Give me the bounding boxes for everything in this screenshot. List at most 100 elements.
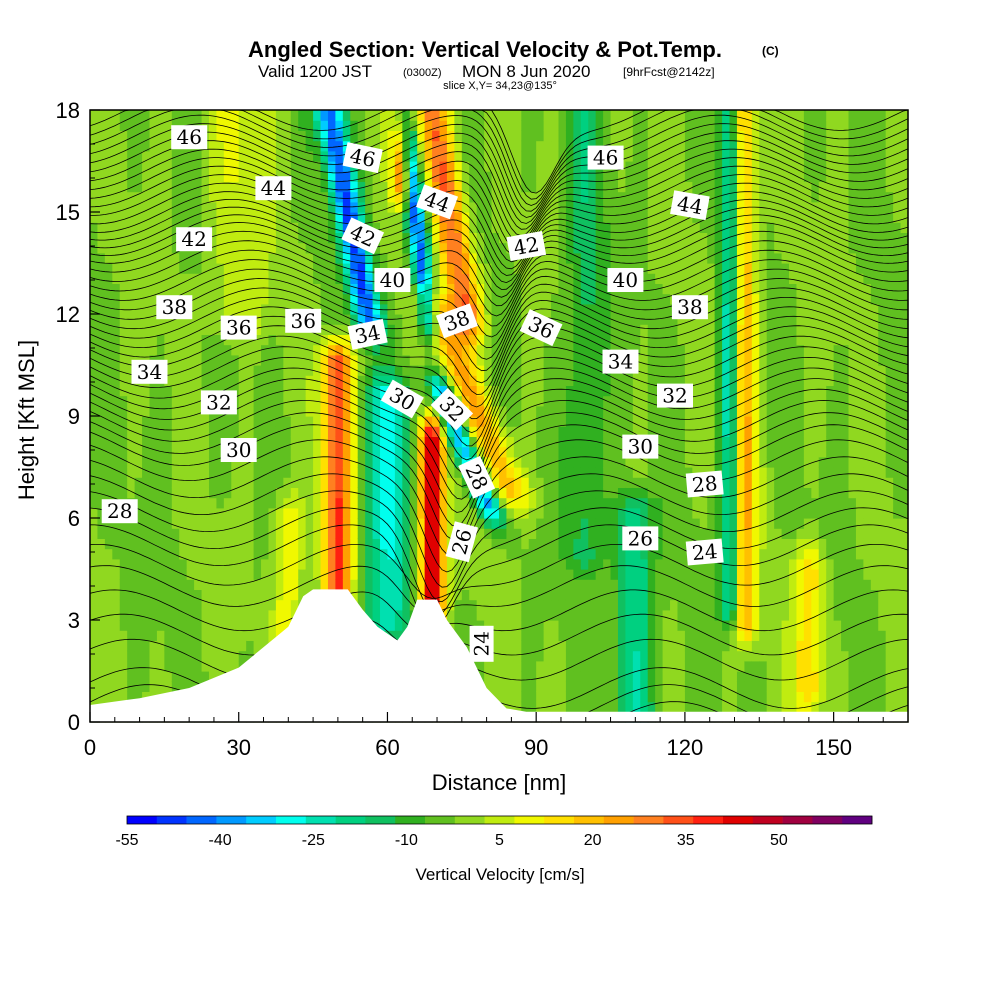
velocity-cell	[536, 467, 545, 478]
velocity-cell	[499, 630, 508, 641]
velocity-cell	[201, 579, 210, 590]
velocity-cell	[565, 273, 574, 284]
velocity-cell	[476, 416, 485, 427]
velocity-cell	[253, 446, 262, 458]
velocity-cell	[156, 191, 165, 203]
velocity-cell	[625, 110, 634, 121]
velocity-cell	[684, 314, 693, 325]
velocity-cell	[595, 426, 604, 437]
velocity-cell	[617, 640, 627, 652]
velocity-cell	[216, 242, 225, 254]
velocity-cell	[476, 242, 485, 254]
velocity-cell	[603, 691, 612, 703]
velocity-cell	[231, 569, 240, 580]
velocity-cell	[335, 140, 344, 152]
velocity-cell	[543, 548, 552, 560]
velocity-cell	[610, 518, 619, 529]
velocity-cell	[446, 130, 455, 142]
velocity-cell	[171, 436, 180, 448]
velocity-cell	[565, 405, 574, 417]
velocity-cell	[558, 589, 567, 601]
velocity-cell	[342, 273, 351, 284]
velocity-cell	[171, 344, 180, 356]
velocity-cell	[127, 130, 136, 142]
velocity-cell	[327, 477, 336, 488]
velocity-cell	[394, 579, 403, 590]
velocity-cell	[104, 232, 113, 244]
velocity-cell	[446, 140, 455, 152]
velocity-cell	[610, 171, 619, 182]
velocity-cell	[454, 620, 463, 631]
velocity-cell	[365, 314, 374, 325]
velocity-cell	[558, 232, 567, 244]
velocity-cell	[231, 171, 240, 182]
velocity-cell	[513, 538, 522, 550]
velocity-cell	[275, 548, 284, 560]
velocity-cell	[513, 283, 522, 295]
velocity-cell	[588, 273, 597, 284]
velocity-cell	[112, 660, 121, 672]
velocity-cell	[625, 660, 634, 672]
velocity-cell	[603, 232, 612, 244]
velocity-cell	[357, 548, 366, 560]
velocity-cell	[372, 314, 381, 325]
velocity-cell	[171, 385, 180, 397]
velocity-cell	[417, 212, 426, 223]
velocity-cell	[90, 405, 99, 417]
velocity-cell	[372, 467, 381, 478]
velocity-cell	[127, 456, 136, 468]
velocity-cell	[156, 324, 165, 335]
velocity-cell	[290, 140, 299, 152]
velocity-cell	[551, 293, 560, 305]
velocity-cell	[216, 293, 225, 305]
velocity-cell	[632, 650, 641, 662]
velocity-cell	[603, 436, 612, 448]
velocity-cell	[617, 232, 627, 244]
velocity-cell	[290, 181, 299, 193]
velocity-cell	[677, 242, 686, 254]
velocity-cell	[513, 599, 522, 611]
velocity-cell	[499, 660, 508, 672]
velocity-cell	[580, 487, 589, 499]
velocity-cell	[684, 620, 693, 631]
velocity-cell	[305, 497, 314, 509]
velocity-cell	[394, 150, 403, 162]
velocity-cell	[90, 416, 99, 427]
velocity-cell	[350, 375, 359, 386]
velocity-cell	[417, 252, 426, 264]
velocity-cell	[223, 630, 232, 641]
velocity-cell	[640, 609, 649, 621]
velocity-cell	[699, 579, 708, 590]
velocity-cell	[595, 538, 604, 550]
velocity-cell	[350, 171, 359, 182]
velocity-cell	[238, 548, 247, 560]
velocity-cell	[707, 671, 716, 682]
velocity-cell	[90, 446, 99, 458]
velocity-cell	[580, 548, 589, 560]
velocity-cell	[677, 354, 686, 366]
velocity-cell	[573, 201, 582, 213]
velocity-cell	[119, 426, 128, 437]
velocity-cell	[684, 579, 693, 590]
velocity-cell	[387, 334, 396, 346]
velocity-cell	[342, 314, 351, 325]
velocity-cell	[164, 201, 173, 213]
velocity-cell	[692, 599, 701, 611]
velocity-cell	[97, 385, 106, 397]
velocity-cell	[647, 222, 656, 233]
velocity-cell	[342, 242, 351, 254]
velocity-cell	[491, 548, 500, 560]
velocity-cell	[171, 681, 180, 692]
velocity-cell	[446, 242, 455, 254]
velocity-cell	[90, 477, 99, 488]
velocity-cell	[417, 467, 426, 478]
velocity-cell	[565, 171, 574, 182]
velocity-cell	[625, 548, 634, 560]
velocity-cell	[90, 181, 99, 193]
velocity-cell	[104, 558, 113, 570]
velocity-cell	[580, 242, 589, 254]
velocity-cell	[476, 385, 485, 397]
velocity-cell	[640, 660, 649, 672]
velocity-cell	[409, 558, 418, 570]
velocity-cell	[298, 365, 307, 376]
